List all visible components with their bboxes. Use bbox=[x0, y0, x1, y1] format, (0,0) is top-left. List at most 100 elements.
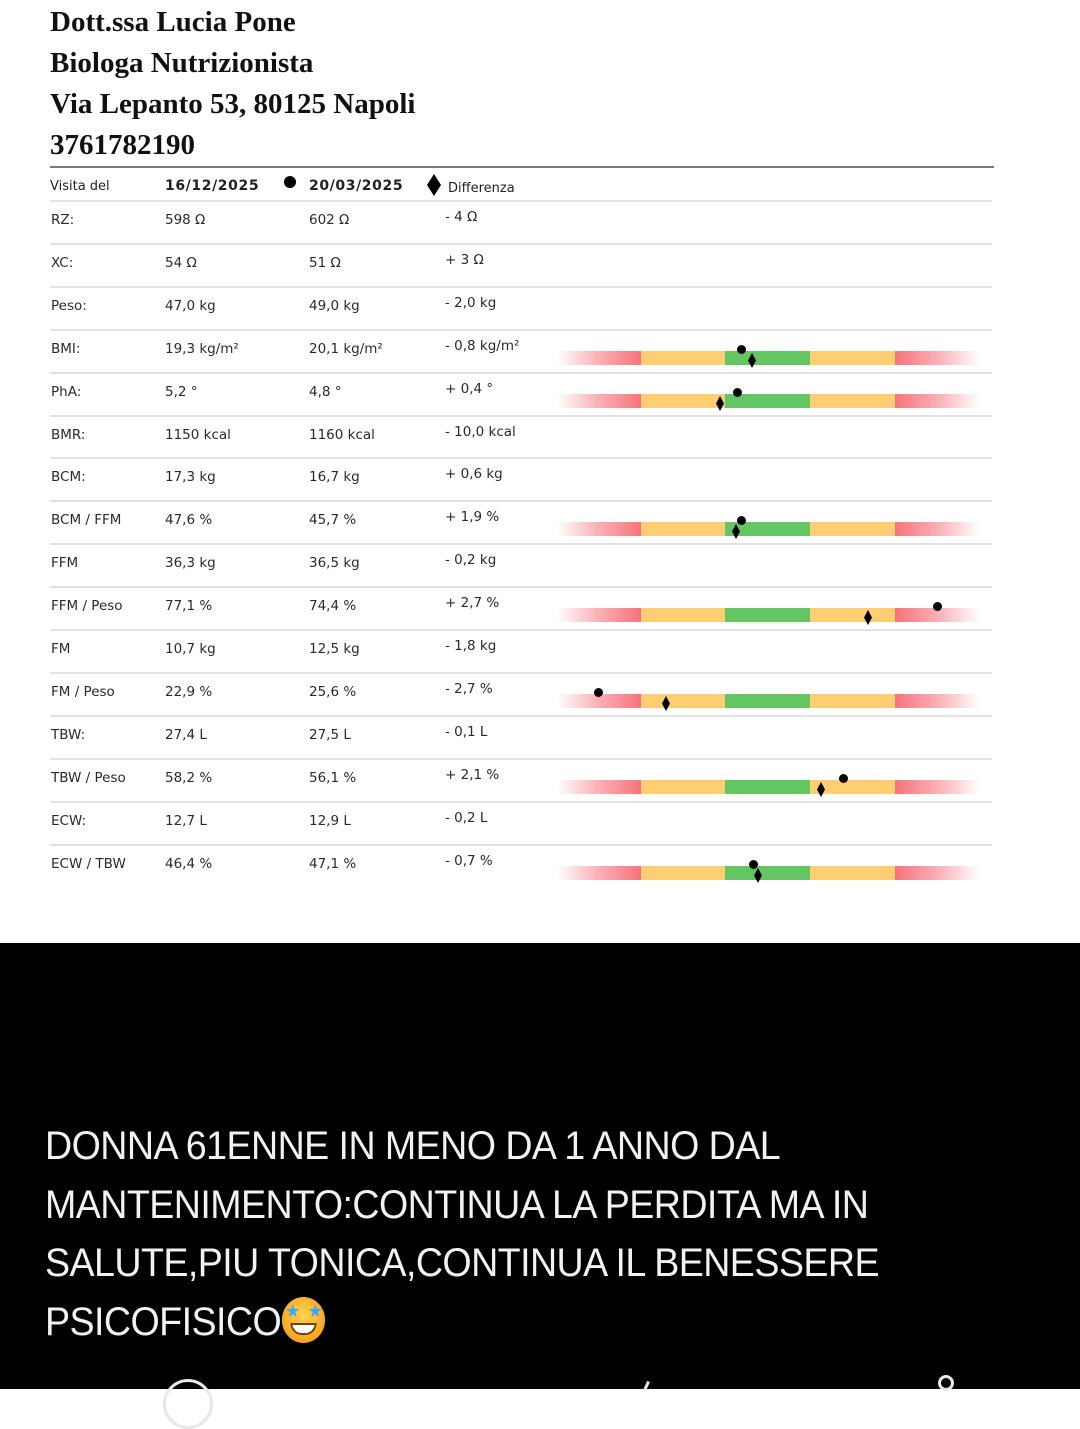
value-visit-1: 36,3 kg bbox=[165, 555, 216, 572]
dot-marker-icon bbox=[594, 687, 603, 697]
value-visit-2: 25,6 % bbox=[309, 683, 357, 700]
row-divider bbox=[50, 757, 992, 760]
table-row: Peso: 47,0 kg 49,0 kg - 2,0 kg bbox=[0, 285, 1080, 329]
range-high-yellow bbox=[810, 350, 895, 365]
range-low-yellow bbox=[641, 350, 725, 365]
table-row: FFM / Peso 77,1 % 74,4 % + 2,7 % bbox=[0, 586, 1080, 629]
range-low-yellow bbox=[641, 522, 725, 537]
range-normal-green bbox=[725, 779, 810, 794]
value-visit-1: 17,3 kg bbox=[165, 469, 216, 486]
dot-marker-icon bbox=[284, 176, 296, 188]
range-high-red bbox=[895, 779, 980, 794]
value-visit-2: 74,4 % bbox=[309, 598, 357, 615]
range-low-red bbox=[557, 693, 641, 708]
diamond-marker-icon bbox=[748, 352, 756, 368]
row-label: BCM: bbox=[51, 469, 86, 486]
range-bar bbox=[557, 602, 980, 626]
dot-marker-icon bbox=[737, 516, 746, 526]
value-visit-1: 58,2 % bbox=[165, 769, 213, 786]
table-row: TBW: 27,4 L 27,5 L - 0,1 L bbox=[0, 714, 1080, 758]
row-divider bbox=[50, 543, 992, 546]
table-row: ECW: 12,7 L 12,9 L - 0,2 L bbox=[0, 800, 1080, 844]
range-bar bbox=[557, 687, 980, 711]
range-high-yellow bbox=[810, 693, 895, 708]
row-divider bbox=[50, 200, 992, 202]
value-visit-2: 36,5 kg bbox=[309, 555, 360, 572]
range-high-yellow bbox=[810, 522, 895, 537]
table-row: BMR: 1150 kcal 1160 kcal - 10,0 kcal bbox=[0, 414, 1080, 458]
value-difference: + 2,7 % bbox=[445, 595, 500, 612]
value-difference: - 0,2 L bbox=[445, 809, 488, 826]
table-row: XC: 54 Ω 51 Ω + 3 Ω bbox=[0, 242, 1080, 286]
value-visit-2: 16,7 kg bbox=[309, 469, 360, 486]
range-low-red bbox=[557, 865, 641, 880]
range-low-red bbox=[557, 522, 641, 537]
row-label: Peso: bbox=[51, 297, 87, 314]
value-visit-2: 45,7 % bbox=[309, 512, 357, 529]
value-visit-1: 54 Ω bbox=[165, 254, 197, 271]
star-struck-emoji-icon: ★ ★ bbox=[282, 1296, 326, 1343]
date1-label: 16/12/2025 bbox=[165, 178, 260, 194]
value-visit-1: 598 Ω bbox=[165, 212, 206, 228]
range-normal-green bbox=[725, 693, 810, 708]
table-row: TBW / Peso 58,2 % 56,1 % + 2,1 % bbox=[0, 757, 1080, 801]
range-bar bbox=[557, 859, 980, 883]
value-visit-1: 27,4 L bbox=[165, 726, 207, 743]
value-visit-2: 12,9 L bbox=[309, 812, 351, 829]
value-visit-2: 49,0 kg bbox=[309, 297, 360, 314]
bottom-action-bar bbox=[0, 1375, 1080, 1429]
row-divider bbox=[50, 414, 992, 417]
row-divider bbox=[50, 242, 992, 245]
doctor-title: Biologa Nutrizionista bbox=[50, 47, 314, 79]
row-label: XC: bbox=[51, 254, 74, 271]
range-normal-green bbox=[725, 350, 810, 365]
date2-label: 20/03/2025 bbox=[309, 178, 404, 194]
dot-marker-icon bbox=[933, 602, 942, 612]
range-low-red bbox=[557, 608, 641, 623]
table-row: FM / Peso 22,9 % 25,6 % - 2,7 % bbox=[0, 671, 1080, 715]
table-row: BCM: 17,3 kg 16,7 kg + 0,6 kg bbox=[0, 457, 1080, 500]
value-visit-1: 47,6 % bbox=[165, 512, 213, 529]
table-row: ECW / TBW 46,4 % 47,1 % - 0,7 % bbox=[0, 843, 1080, 887]
diamond-marker-icon bbox=[732, 524, 740, 540]
table-header: Visita del 16/12/2025 20/03/2025 Differe… bbox=[0, 174, 1080, 198]
dot-marker-icon bbox=[733, 387, 742, 397]
dot-marker-icon bbox=[749, 859, 758, 869]
row-divider bbox=[50, 500, 992, 503]
diamond-marker-icon bbox=[754, 867, 762, 883]
value-difference: - 0,7 % bbox=[445, 852, 493, 869]
row-label: TBW: bbox=[51, 726, 86, 743]
diamond-marker-icon bbox=[864, 610, 872, 626]
value-difference: - 4 Ω bbox=[445, 209, 478, 225]
row-divider bbox=[50, 328, 992, 331]
value-visit-1: 10,7 kg bbox=[165, 641, 216, 657]
table-row: RZ: 598 Ω 602 Ω - 4 Ω bbox=[0, 200, 1080, 243]
value-difference: - 0,1 L bbox=[445, 723, 488, 740]
profile-circle-icon[interactable] bbox=[163, 1379, 213, 1429]
caption-panel: DONNA 61ENNE IN MENO DA 1 ANNO DAL MANTE… bbox=[0, 943, 1080, 1429]
range-low-yellow bbox=[641, 608, 725, 623]
range-normal-green bbox=[725, 865, 810, 880]
range-high-red bbox=[895, 865, 980, 880]
row-divider bbox=[50, 800, 992, 803]
doctor-phone: 3761782190 bbox=[50, 129, 195, 161]
value-visit-2: 20,1 kg/m² bbox=[309, 340, 383, 357]
range-bar bbox=[557, 344, 980, 368]
caption-body: DONNA 61ENNE IN MENO DA 1 ANNO DAL MANTE… bbox=[45, 1124, 880, 1344]
like-icon[interactable] bbox=[643, 1380, 650, 1392]
row-divider bbox=[50, 371, 992, 374]
range-high-red bbox=[895, 522, 980, 537]
row-divider bbox=[50, 285, 992, 288]
row-label: ECW: bbox=[51, 812, 87, 829]
range-normal-green bbox=[725, 608, 810, 623]
value-visit-1: 1150 kcal bbox=[165, 426, 231, 443]
value-visit-2: 1160 kcal bbox=[309, 426, 375, 443]
doctor-address: Via Lepanto 53, 80125 Napoli bbox=[50, 88, 416, 120]
row-label: FFM / Peso bbox=[51, 598, 123, 615]
caption-text: DONNA 61ENNE IN MENO DA 1 ANNO DAL MANTE… bbox=[45, 1117, 976, 1351]
row-label: PhA: bbox=[51, 383, 82, 400]
value-visit-1: 19,3 kg/m² bbox=[165, 340, 239, 357]
row-divider bbox=[50, 714, 992, 717]
range-high-yellow bbox=[810, 608, 895, 623]
range-high-red bbox=[895, 393, 980, 408]
